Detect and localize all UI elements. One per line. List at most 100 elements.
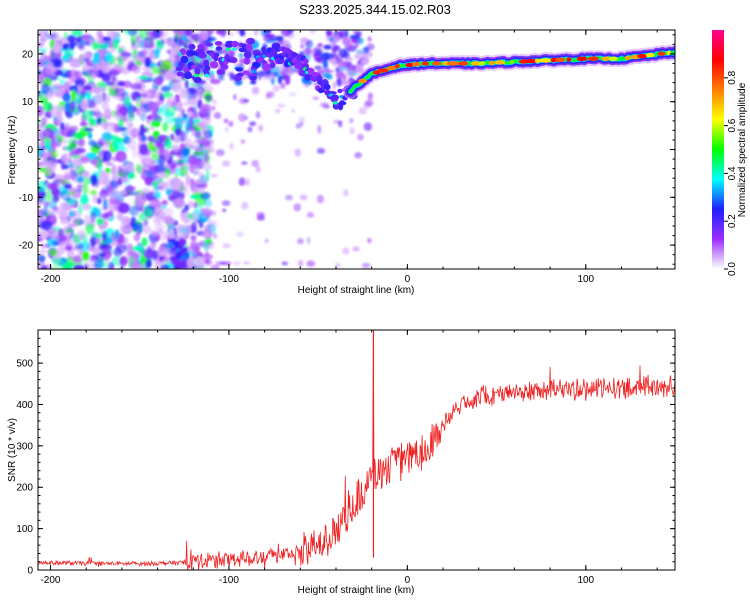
noise-blob — [159, 251, 168, 257]
ridge-hotspot — [446, 61, 460, 66]
x-tick-label: -100 — [219, 575, 239, 586]
noise-blob — [123, 30, 135, 36]
noise-blob — [354, 152, 362, 159]
ridge-hotspot — [377, 68, 389, 73]
y-tick-label: 400 — [16, 400, 33, 411]
ridge-blob — [175, 66, 183, 72]
noise-blob — [74, 243, 85, 250]
ridge-hotspot — [666, 50, 671, 55]
noise-blob — [66, 248, 75, 260]
noise-blob — [262, 75, 269, 80]
noise-blob — [63, 225, 68, 233]
noise-blob — [162, 256, 172, 264]
ridge-hotspot — [608, 56, 619, 61]
noise-blob — [156, 39, 161, 47]
noise-blob — [309, 30, 316, 34]
noise-blob — [121, 176, 128, 183]
y-tick-label: 20 — [22, 49, 34, 60]
noise-blob — [154, 48, 160, 59]
noise-blob — [147, 31, 159, 36]
noise-blob — [322, 73, 332, 78]
noise-blob — [50, 264, 62, 269]
ridge-hotspot — [494, 60, 506, 65]
y-tick-label: 200 — [16, 483, 33, 494]
spectrogram-x-axis-label: Height of straight line (km) — [298, 285, 415, 296]
ridge-blob — [184, 74, 193, 79]
noise-blob — [323, 44, 332, 50]
noise-blob — [109, 69, 121, 75]
noise-blob — [98, 173, 108, 186]
noise-blob — [73, 235, 79, 244]
noise-blob — [241, 161, 248, 165]
noise-blob — [161, 199, 168, 206]
noise-blob — [189, 194, 199, 199]
noise-blob — [203, 130, 213, 139]
noise-blob — [285, 75, 291, 85]
noise-blob — [285, 194, 293, 201]
noise-blob — [92, 141, 104, 150]
noise-blob — [94, 111, 103, 119]
ridge-hotspot — [534, 58, 541, 63]
noise-blob — [103, 198, 108, 209]
noise-blob — [143, 249, 154, 260]
noise-blob — [200, 33, 208, 41]
snr-panel: -200 -100 0 100 0 100 200 300 400 500 Height of … — [7, 329, 676, 596]
ridge-hotspot — [657, 51, 666, 56]
ridge-blob — [252, 61, 261, 68]
ridge-blob — [194, 67, 201, 75]
ridge-blob — [232, 41, 240, 47]
y-tick-label: 10 — [22, 97, 34, 108]
noise-blob — [53, 174, 65, 182]
ridge-blob — [180, 48, 186, 56]
noise-blob — [138, 30, 149, 39]
noise-blob — [337, 61, 343, 70]
noise-blob — [165, 137, 171, 143]
noise-blob — [342, 247, 350, 255]
noise-blob — [118, 202, 130, 214]
noise-blob — [171, 169, 176, 175]
noise-blob — [145, 169, 154, 179]
noise-blob — [111, 164, 117, 177]
noise-blob — [291, 109, 296, 113]
noise-blob — [161, 91, 174, 99]
noise-blob — [149, 135, 158, 141]
noise-blob — [114, 214, 124, 219]
noise-blob — [79, 121, 88, 127]
ridge-blob — [205, 42, 213, 47]
noise-blob — [255, 165, 261, 173]
noise-blob — [222, 243, 231, 249]
noise-blob — [342, 37, 352, 46]
noise-blob — [117, 168, 130, 178]
noise-blob — [50, 150, 58, 159]
noise-blob — [149, 112, 160, 122]
ridge-hotspot — [421, 61, 429, 66]
noise-blob — [44, 140, 51, 149]
noise-blob — [70, 100, 76, 112]
ridge-hotspot — [432, 61, 442, 66]
noise-blob — [336, 77, 342, 87]
noise-blob — [126, 243, 134, 252]
noise-blob — [249, 80, 257, 85]
noise-blob — [82, 109, 93, 121]
colorbar-tick-label: 0.8 — [727, 70, 738, 84]
spectrogram-ridge — [175, 37, 675, 111]
noise-blob — [211, 99, 217, 105]
noise-blob — [116, 95, 123, 101]
noise-blob — [160, 264, 170, 269]
noise-blob — [279, 62, 284, 71]
noise-blob — [70, 170, 75, 181]
spectrogram-y-ticks: -20 -10 0 10 20 — [19, 34, 675, 265]
noise-blob — [67, 158, 72, 164]
noise-blob — [206, 241, 214, 250]
noise-blob — [52, 195, 60, 203]
noise-blob — [344, 30, 349, 38]
noise-blob — [251, 86, 260, 95]
noise-blob — [111, 175, 119, 180]
noise-blob — [66, 190, 76, 196]
noise-blob — [213, 232, 218, 239]
ridge-blob — [198, 52, 207, 59]
noise-blob — [204, 251, 210, 258]
noise-blob — [363, 101, 372, 109]
noise-blob — [354, 53, 361, 60]
